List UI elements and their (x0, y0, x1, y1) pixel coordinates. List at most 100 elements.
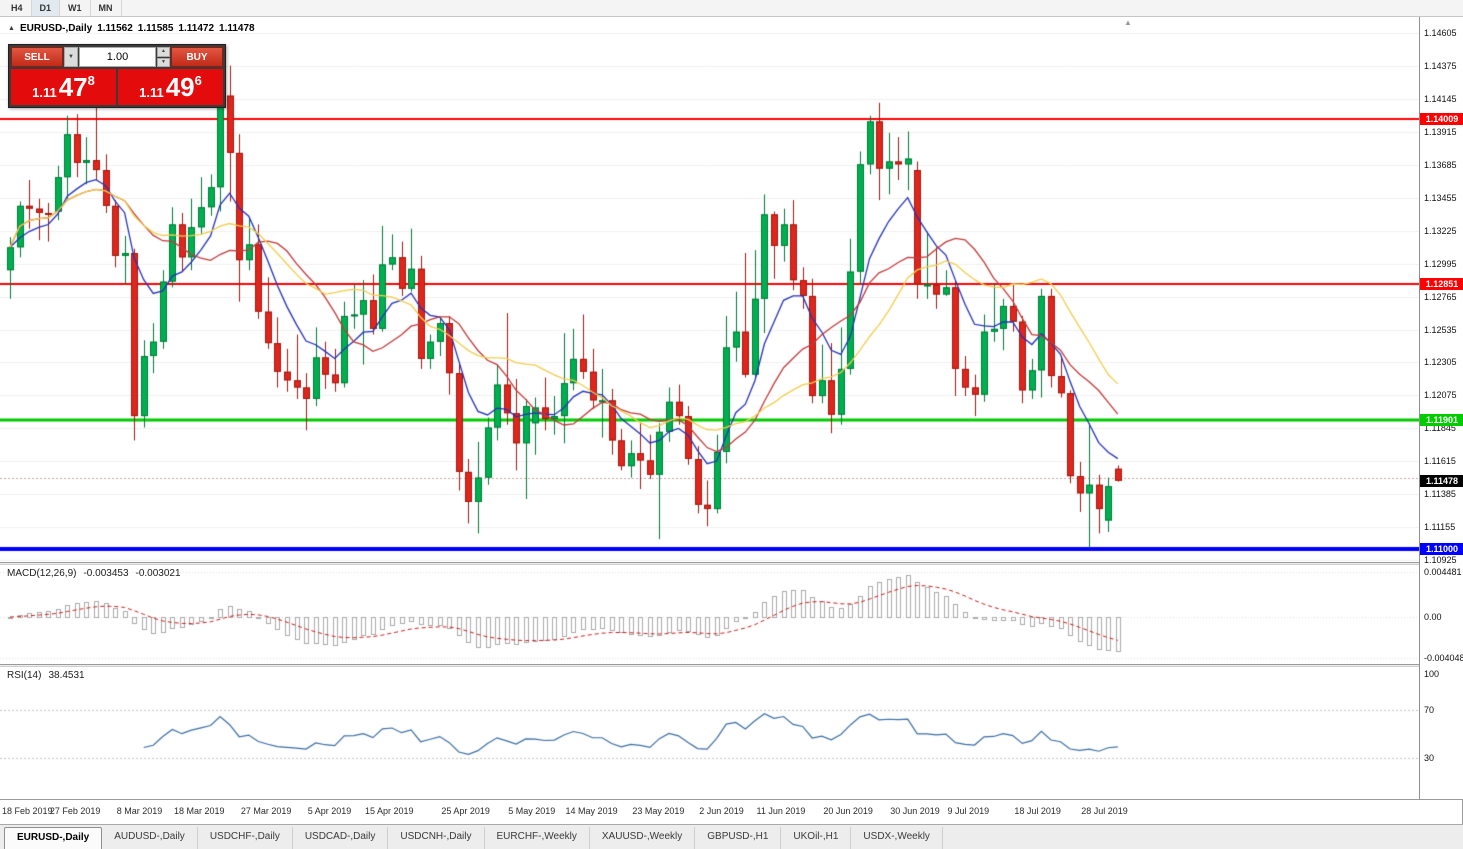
timeframe-button-h4[interactable]: H4 (3, 0, 32, 16)
ohlc-low: 1.11472 (178, 23, 215, 34)
date-axis-label: 28 Jul 2019 (1081, 806, 1128, 816)
macd-axis-tick: -0.004048 (1424, 652, 1463, 663)
price-axis-tick: 1.14605 (1424, 28, 1457, 39)
hline-price-label: 1.12851 (1420, 278, 1463, 291)
chart-tab-usdchf-daily[interactable]: USDCHF-,Daily (198, 827, 293, 849)
rsi-name: RSI(14) (7, 670, 42, 681)
chart-shift-icon: ▲ (1124, 18, 1132, 27)
macd-value-main: -0.003453 (83, 568, 129, 579)
macd-canvas[interactable] (0, 565, 1419, 664)
current-price-label: 1.11478 (1420, 474, 1463, 487)
macd-name: MACD(12,26,9) (7, 568, 77, 579)
price-axis-tick: 1.12305 (1424, 357, 1457, 368)
macd-pane: MACD(12,26,9) -0.003453 -0.003021 (0, 565, 1419, 664)
volume-increase-button[interactable]: ▲ (157, 47, 170, 57)
date-axis-label: 18 Jul 2019 (1014, 806, 1061, 816)
chart-bottom-border (0, 799, 1463, 800)
price-axis-tick: 1.11385 (1424, 489, 1456, 500)
chart-tab-eurchf-weekly[interactable]: EURCHF-,Weekly (485, 827, 590, 849)
date-axis-label: 11 Jun 2019 (756, 806, 806, 816)
hline-price-label: 1.14009 (1420, 112, 1463, 125)
ohlc-close: 1.11478 (219, 23, 255, 34)
date-axis-label: 27 Mar 2019 (240, 806, 292, 816)
rsi-value: 38.4531 (48, 670, 85, 681)
macd-axis-tick: 0.00 (1424, 612, 1442, 622)
rsi-canvas[interactable] (0, 667, 1419, 799)
sell-price-big: 47 (58, 72, 88, 102)
buy-price-sup: 6 (194, 73, 202, 88)
chart-title: EURUSD-,Daily (19, 23, 93, 34)
price-axis-tick: 1.13225 (1424, 225, 1457, 236)
price-axis-tick: 1.11155 (1424, 521, 1456, 532)
rsi-pane: RSI(14) 38.4531 (0, 667, 1419, 799)
rsi-axis-tick: 70 (1424, 705, 1435, 715)
timeframe-toolbar: H4 D1 W1 MN (0, 0, 1463, 17)
price-axis-tick: 1.11615 (1424, 456, 1456, 467)
volume-dropdown-button[interactable]: ▼ (64, 47, 78, 67)
date-axis[interactable]: 18 Feb 2019 27 Feb 2019 8 Mar 2019 18 Mar 2… (0, 800, 1419, 824)
date-axis-label: 5 Apr 2019 (307, 806, 352, 816)
date-axis-label: 20 Jun 2019 (823, 806, 873, 816)
pane-splitter-macd[interactable] (0, 562, 1463, 565)
date-axis-label: 9 Jul 2019 (947, 806, 990, 816)
chart-tab-usdcnh-daily[interactable]: USDCNH-,Daily (388, 827, 485, 849)
chart-tab-gbpusd-h1[interactable]: GBPUSD-,H1 (695, 827, 782, 849)
ohlc-high: 1.11585 (137, 23, 174, 34)
price-axis-tick: 1.13915 (1424, 127, 1457, 138)
buy-price-prefix: 1.11 (139, 85, 164, 100)
hline-price-label: 1.11000 (1420, 543, 1463, 556)
price-axis-tick: 1.13685 (1424, 160, 1457, 171)
date-axis-label: 23 May 2019 (632, 806, 685, 816)
ohlc-open: 1.11562 (97, 23, 133, 34)
chart-ohlc-header: ▲ EURUSD-,Daily 1.11562 1.11585 1.11472 … (8, 23, 255, 34)
price-axis-tick: 1.12075 (1424, 390, 1457, 401)
sell-price-display[interactable]: 1.11 47 8 (11, 69, 116, 105)
chart-tab-ukoil-h1[interactable]: UKOil-,H1 (781, 827, 852, 849)
buy-button[interactable]: BUY (171, 47, 223, 67)
sell-price-prefix: 1.11 (32, 85, 57, 100)
volume-decrease-button[interactable]: ▼ (157, 57, 170, 67)
date-axis-label: 25 Apr 2019 (441, 806, 490, 816)
price-axis-tick: 1.13455 (1424, 192, 1457, 203)
date-axis-label: 18 Mar 2019 (174, 806, 225, 816)
chart-tab-usdcad-daily[interactable]: USDCAD-,Daily (293, 827, 389, 849)
macd-axis-tick: 0.004481 (1424, 566, 1462, 577)
rsi-label: RSI(14) 38.4531 (7, 670, 85, 681)
timeframe-button-mn[interactable]: MN (91, 0, 122, 16)
main-chart-pane: ▲ EURUSD-,Daily 1.11562 1.11585 1.11472 … (0, 17, 1419, 562)
price-axis-tick: 1.10925 (1424, 554, 1457, 565)
price-axis-tick: 1.11845 (1424, 423, 1456, 434)
chart-tab-usdx-weekly[interactable]: USDX-,Weekly (851, 827, 943, 849)
buy-price-big: 49 (165, 72, 195, 102)
date-axis-label: 15 Apr 2019 (365, 806, 414, 816)
date-axis-label: 8 Mar 2019 (116, 806, 163, 816)
date-axis-label: 27 Feb 2019 (49, 806, 101, 816)
price-axis[interactable]: 1.14605 1.14375 1.14145 1.13915 1.13685 1.134… (1419, 17, 1463, 799)
rsi-axis-tick: 30 (1424, 753, 1435, 763)
price-chart-canvas[interactable] (0, 17, 1419, 562)
buy-price-display[interactable]: 1.11 49 6 (118, 69, 223, 105)
volume-input[interactable] (79, 47, 156, 67)
timeframe-button-w1[interactable]: W1 (60, 0, 91, 16)
date-axis-label: 30 Jun 2019 (890, 806, 940, 816)
chart-tab-eurusd-daily[interactable]: EURUSD-,Daily (4, 827, 103, 849)
date-axis-label: 2 Jun 2019 (699, 806, 744, 816)
sell-button[interactable]: SELL (11, 47, 63, 67)
date-axis-label: 5 May 2019 (508, 806, 556, 816)
volume-spinner: ▲ ▼ (157, 47, 170, 67)
price-axis-tick: 1.12535 (1424, 324, 1457, 335)
date-axis-label: 14 May 2019 (565, 806, 618, 816)
collapse-panel-icon[interactable]: ▲ (8, 25, 15, 32)
chart-tab-xauusd-weekly[interactable]: XAUUSD-,Weekly (590, 827, 696, 849)
sell-price-sup: 8 (87, 73, 95, 88)
price-axis-tick: 1.14145 (1424, 94, 1457, 105)
chart-tab-audusd-daily[interactable]: AUDUSD-,Daily (102, 827, 198, 849)
hline-price-label: 1.11901 (1420, 414, 1463, 427)
price-axis-tick: 1.14375 (1424, 61, 1457, 72)
one-click-trading-panel: SELL ▼ ▲ ▼ BUY 1.11 47 8 1.11 49 6 (8, 44, 226, 108)
price-axis-tick: 1.12995 (1424, 258, 1457, 269)
pane-splitter-rsi[interactable] (0, 664, 1463, 667)
macd-value-signal: -0.003021 (135, 568, 181, 579)
timeframe-button-d1[interactable]: D1 (31, 0, 61, 16)
